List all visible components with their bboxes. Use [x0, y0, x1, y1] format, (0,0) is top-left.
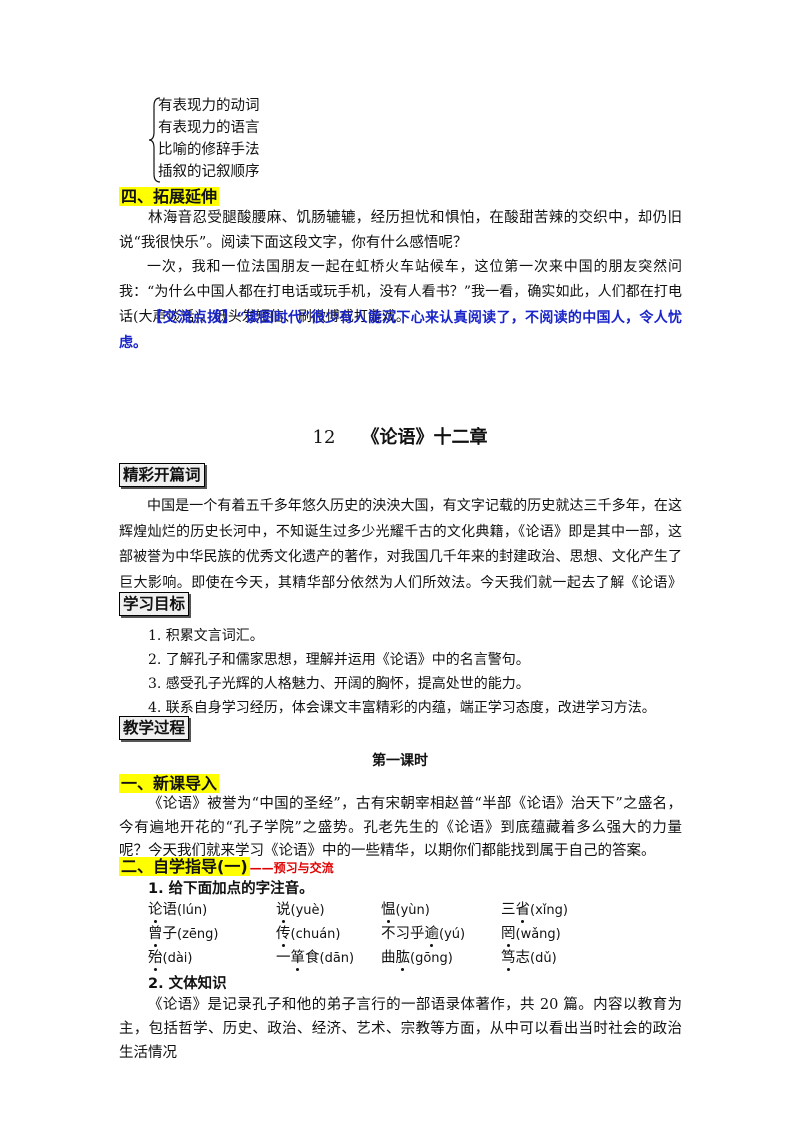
section-2-title: 二、自学指导(一)	[119, 857, 250, 876]
opening-text: 中国是一个有着五千多年悠久历史的泱泱大国，有文字记载的历史就达三千多年，在这辉煌…	[119, 498, 682, 616]
pinyin-item: 传(chuán)	[276, 926, 341, 942]
goals-list: 1. 积累文言词汇。 2. 了解孔子和儒家思想，理解并运用《论语》中的名言警句。…	[148, 624, 656, 720]
pinyin-item: 罔(wǎng)	[501, 926, 561, 942]
pinyin-item: 三省(xǐng)	[501, 902, 568, 918]
pinyin-item: 一箪食(dān)	[276, 950, 355, 966]
goal-item: 2. 了解孔子和儒家思想，理解并运用《论语》中的名言警句。	[148, 652, 530, 668]
goal-item: 3. 感受孔子光辉的人格魅力、开阔的胸怀，提高处世的能力。	[148, 676, 530, 692]
pinyin-row: 殆(dài) 一箪食(dān) 曲肱(gōng) 笃志(dǔ)	[148, 946, 708, 970]
pinyin-item: 殆(dài)	[148, 950, 193, 966]
section-heading: 四、拓展延伸	[119, 183, 220, 207]
brace-item: 插叙的记叙顺序	[158, 164, 260, 180]
section-heading: 二、自学指导(一) ——预习与交流	[119, 853, 334, 877]
section-4-intro: 林海音忍受腿酸腰麻、饥肠辘辘，经历担忧和惧怕，在酸甜苦辣的交织中，却仍旧说“我很…	[119, 210, 682, 251]
goals-heading: 学习目标	[119, 592, 190, 616]
lesson-name: 《论语》十二章	[361, 427, 488, 448]
genre-knowledge-text: 《论语》是记录孔子和他的弟子言行的一部语录体著作，共 20 篇。内容以教育为主，…	[119, 997, 682, 1061]
goal-item: 4. 联系自身学习经历，体会课文丰富精彩的内蕴，端正学习态度，改进学习方法。	[148, 700, 656, 716]
section-heading: 一、新课导入	[119, 770, 220, 794]
section-4-passage: 一次，我和一位法国朋友一起在虹桥火车站候车，这位第一次来中国的朋友突然问我：“为…	[119, 259, 682, 325]
pinyin-row: 曾子(zēng) 传(chuán) 不习乎逾(yú) 罔(wǎng)	[148, 922, 708, 946]
lesson-number: 12	[312, 427, 336, 448]
pinyin-item: 曾子(zēng)	[148, 926, 219, 942]
pinyin-item: 不习乎逾(yú)	[381, 926, 466, 942]
brace-item: 比喻的修辞手法	[158, 142, 260, 158]
question-2: 2. 文体知识	[148, 976, 227, 992]
section-4-title: 四、拓展延伸	[119, 187, 220, 206]
pinyin-item: 笃志(dǔ)	[501, 950, 557, 966]
brace-item: 有表现力的动词	[158, 98, 260, 114]
pinyin-row: 论语(lún) 说(yuè) 愠(yùn) 三省(xǐng)	[148, 898, 708, 922]
section-1-text: 《论语》被誉为“中国的圣经”，古有宋朝宰相赵普“半部《论语》治天下”之盛名，今有…	[119, 796, 682, 859]
pinyin-item: 说(yuè)	[276, 902, 325, 918]
pinyin-item: 论语(lún)	[148, 902, 208, 918]
lesson-title: 12 《论语》十二章	[0, 423, 800, 449]
opening-heading: 精彩开篇词	[119, 463, 205, 487]
exchange-tip: 【交流点拨】“读图时代”很少有人能沉下心来认真阅读了，不阅读的中国人，令人忧虑。	[119, 306, 682, 356]
brace-list: 有表现力的动词 有表现力的语言 比喻的修辞手法 插叙的记叙顺序	[148, 96, 408, 184]
goal-item: 1. 积累文言词汇。	[148, 628, 264, 644]
process-heading: 教学过程	[119, 716, 190, 740]
curly-brace-icon	[148, 97, 161, 183]
exchange-tip-text: “读图时代”很少有人能沉下心来认真阅读了，不阅读的中国人，令人忧虑。	[119, 310, 682, 351]
question-1: 1. 给下面加点的字注音。	[148, 881, 314, 897]
pinyin-item: 曲肱(gōng)	[381, 950, 453, 966]
brace-item: 有表现力的语言	[158, 120, 260, 136]
period-title: 第一课时	[372, 753, 428, 769]
pinyin-item: 愠(yùn)	[381, 902, 430, 918]
section-2-subtitle: ——预习与交流	[249, 861, 334, 875]
exchange-tip-label: 【交流点拨】	[148, 310, 237, 326]
section-1-title: 一、新课导入	[119, 774, 220, 793]
